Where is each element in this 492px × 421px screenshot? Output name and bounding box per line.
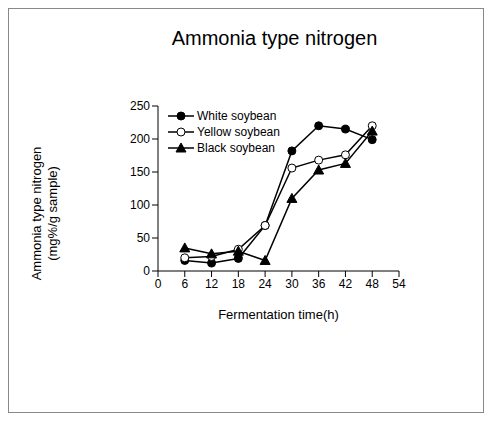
svg-text:18: 18 [232,277,246,291]
svg-text:6: 6 [181,277,188,291]
svg-text:50: 50 [137,231,151,245]
svg-text:42: 42 [339,277,353,291]
svg-text:200: 200 [130,132,150,146]
svg-text:30: 30 [285,277,299,291]
svg-text:Fermentation time(h): Fermentation time(h) [218,307,339,322]
svg-text:0: 0 [155,277,162,291]
svg-text:150: 150 [130,165,150,179]
svg-text:24: 24 [258,277,272,291]
svg-text:54: 54 [392,277,406,291]
svg-text:250: 250 [130,99,150,113]
html-text:White soybean: White soybean [197,109,277,123]
html-text:Yellow soybean: Yellow soybean [197,125,280,139]
svg-text:48: 48 [366,277,380,291]
svg-text:12: 12 [205,277,219,291]
svg-text:Ammonia type nitrogen(mg%/g sa: Ammonia type nitrogen(mg%/g sample) [29,147,60,281]
svg-text:0: 0 [143,264,150,278]
html-text:Ammonia type nitrogen: Ammonia type nitrogen [171,27,378,49]
svg-text:100: 100 [130,198,150,212]
svg-text:36: 36 [312,277,326,291]
html-text:Black soybean: Black soybean [197,141,275,155]
